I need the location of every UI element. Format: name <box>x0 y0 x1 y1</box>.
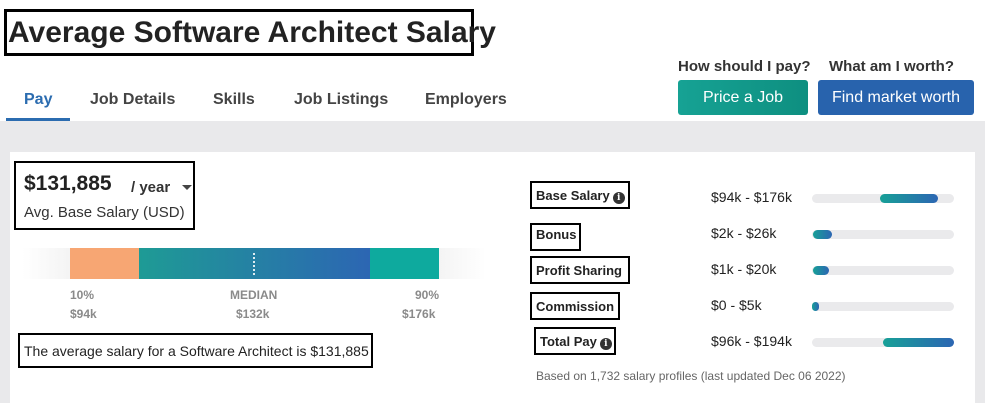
salary-unit: / year <box>131 179 171 196</box>
salary-amount: $131,885 <box>24 172 112 195</box>
comp-row-commission: Commission <box>530 292 620 320</box>
p90-label: 90% <box>415 288 440 302</box>
comp-range: $1k - $20k <box>711 261 777 277</box>
comp-fill <box>812 302 820 311</box>
comp-row-base-salary: Base Salary i <box>530 181 630 209</box>
comp-range: $0 - $5k <box>711 297 762 313</box>
tab-job-listings[interactable]: Job Listings <box>294 91 389 108</box>
comp-track <box>812 266 954 275</box>
tab-employers[interactable]: Employers <box>425 91 507 108</box>
comp-row-bonus: Bonus <box>530 223 581 251</box>
median-label: MEDIAN <box>230 288 278 302</box>
average-salary-text: The average salary for a Software Archit… <box>24 343 369 359</box>
page-title: Average Software Architect Salary <box>4 9 496 56</box>
salary-caption: Avg. Base Salary (USD) <box>24 204 185 221</box>
salary-range-bar <box>22 248 486 279</box>
range-segment-p10 <box>70 248 139 279</box>
info-icon[interactable]: i <box>612 192 625 204</box>
tab-bar: Pay Job Details Skills Job Listings Empl… <box>0 80 520 121</box>
comp-range: $96k - $194k <box>711 333 792 349</box>
range-segment-p90 <box>370 248 439 279</box>
p10-label: 10% <box>70 288 95 302</box>
comp-fill <box>813 266 830 275</box>
comp-row-total-pay: Total Pay i <box>534 327 616 355</box>
comp-track <box>812 194 954 203</box>
comp-label: Bonus <box>536 227 577 242</box>
comp-track <box>812 302 954 311</box>
comp-track <box>812 338 954 347</box>
price-question: How should I pay? <box>678 58 811 75</box>
average-salary-statement: The average salary for a Software Archit… <box>18 333 373 368</box>
comp-row-profit-sharing: Profit Sharing <box>530 256 630 284</box>
comp-range: $2k - $26k <box>711 225 777 241</box>
price-a-job-button[interactable]: Price a Job <box>678 80 808 115</box>
salary-summary: $131,885 / year Avg. Base Salary (USD) <box>14 161 195 230</box>
comp-label: Commission <box>536 299 615 314</box>
median-marker <box>253 253 255 275</box>
comp-range: $94k - $176k <box>711 189 792 205</box>
tab-skills[interactable]: Skills <box>213 91 255 108</box>
median-value: $132k <box>236 307 270 321</box>
tab-job-details[interactable]: Job Details <box>90 91 176 108</box>
p90-value: $176k <box>402 307 436 321</box>
tab-pay[interactable]: Pay <box>5 80 72 121</box>
comp-fill <box>880 194 939 203</box>
chevron-down-icon[interactable] <box>182 185 192 190</box>
comp-fill <box>813 230 832 239</box>
comp-fill <box>883 338 954 347</box>
comp-track <box>812 230 954 239</box>
info-icon[interactable]: i <box>599 338 612 350</box>
worth-question: What am I worth? <box>829 58 954 75</box>
comp-label: Total Pay <box>540 334 597 349</box>
p10-value: $94k <box>70 307 97 321</box>
find-market-worth-button[interactable]: Find market worth <box>818 80 974 115</box>
comp-label: Profit Sharing <box>536 263 622 278</box>
footnote: Based on 1,732 salary profiles (last upd… <box>536 369 846 383</box>
comp-label: Base Salary <box>536 188 610 203</box>
